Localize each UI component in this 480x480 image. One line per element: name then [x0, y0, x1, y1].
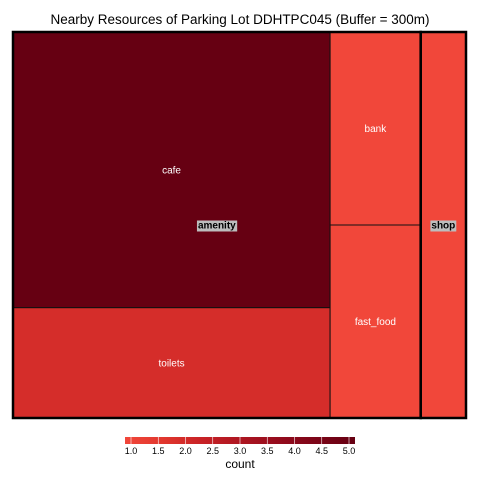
legend-tick-label: 2.0 [179, 446, 192, 456]
group-label-amenity: amenity [198, 221, 236, 232]
group-label-bg-amenity [196, 220, 238, 232]
group-border-shop [419, 30, 468, 420]
legend-tick-label: 1.0 [125, 446, 138, 456]
tile-label-bank: bank [365, 124, 388, 135]
tile-cafe [12, 31, 331, 309]
legend-tick-label: 3.5 [261, 446, 274, 456]
legend-tick-label: 5.0 [343, 446, 356, 456]
legend-tick-label: 4.5 [315, 446, 328, 456]
tile-toilets [12, 307, 331, 419]
group-label-shop: shop [431, 221, 455, 232]
legend-tick-label: 3.0 [234, 446, 247, 456]
legend-tick-label: 2.5 [206, 446, 219, 456]
legend-tick-label: 4.0 [288, 446, 301, 456]
chart-title: Nearby Resources of Parking Lot DDHTPC04… [50, 12, 429, 27]
legend-tick-label: 1.5 [152, 446, 165, 456]
tile-label-cafe: cafe [162, 165, 181, 176]
tile-label-toilets: toilets [158, 358, 184, 369]
tile-label-fast_food: fast_food [355, 317, 396, 328]
tile-fast_food [329, 224, 422, 419]
group-label-bg-shop [430, 220, 457, 232]
legend-title: count [225, 457, 255, 471]
